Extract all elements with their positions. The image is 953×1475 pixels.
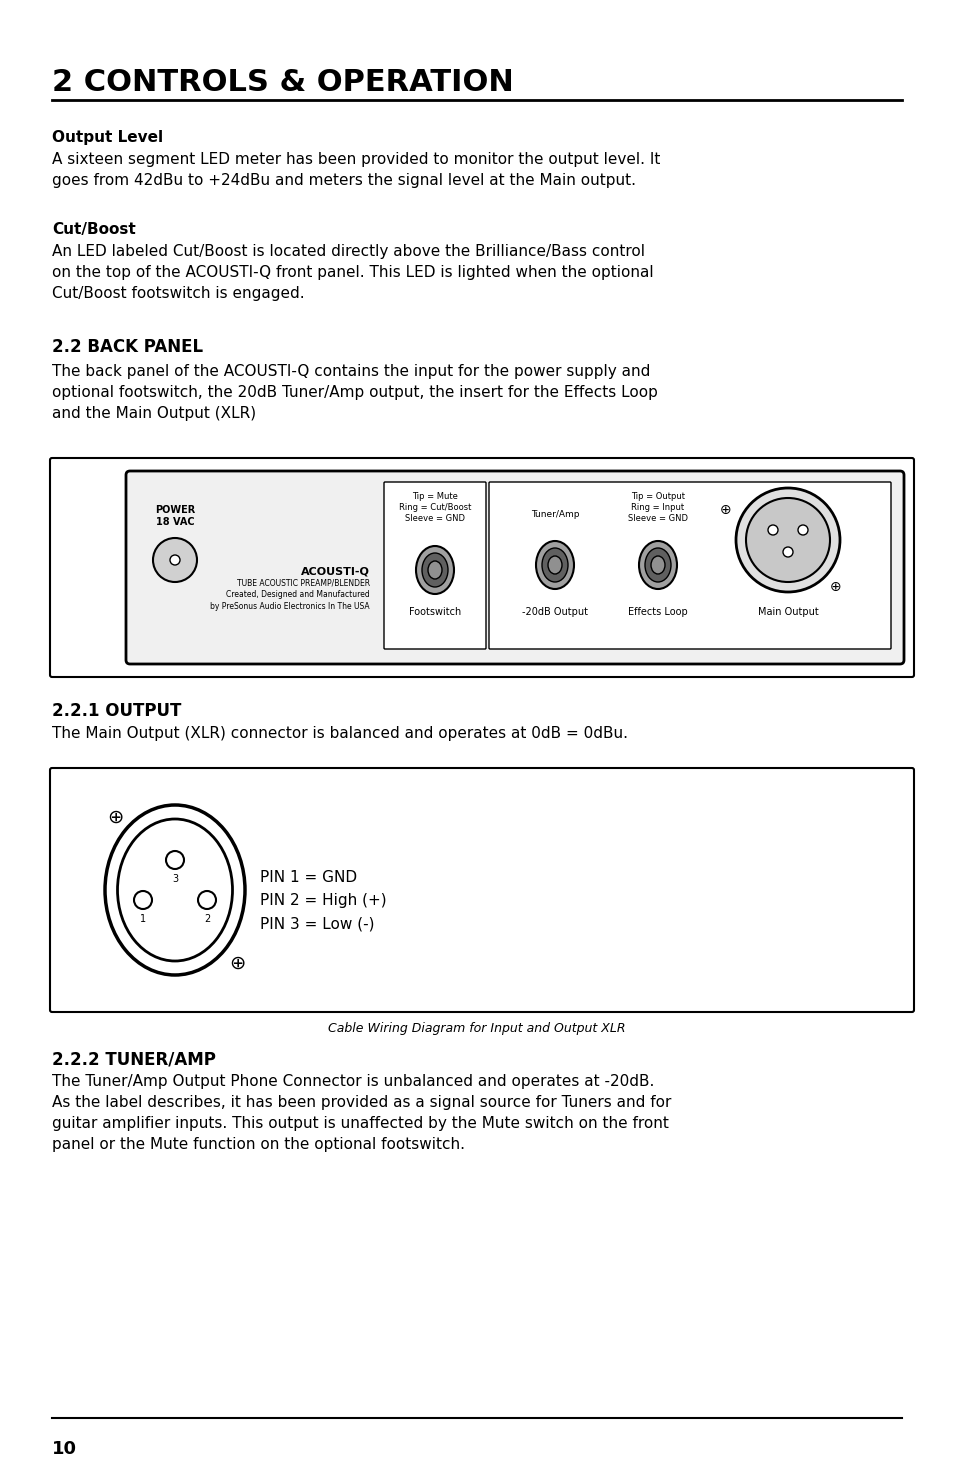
Text: Tuner/Amp: Tuner/Amp [530,510,578,519]
Circle shape [166,851,184,869]
Text: The Tuner/Amp Output Phone Connector is unbalanced and operates at -20dB.
As the: The Tuner/Amp Output Phone Connector is … [52,1074,671,1152]
Ellipse shape [428,560,441,580]
Ellipse shape [650,556,664,574]
Ellipse shape [644,549,670,583]
Text: Cable Wiring Diagram for Input and Output XLR: Cable Wiring Diagram for Input and Outpu… [328,1022,625,1035]
Circle shape [152,538,196,583]
FancyBboxPatch shape [384,482,485,649]
Text: ⊕: ⊕ [107,807,123,826]
Ellipse shape [547,556,561,574]
Text: 2: 2 [204,914,210,923]
Ellipse shape [541,549,567,583]
Text: The back panel of the ACOUSTI-Q contains the input for the power supply and
opti: The back panel of the ACOUSTI-Q contains… [52,364,658,420]
Text: ⊕: ⊕ [720,503,731,518]
Text: ACOUSTI-Q: ACOUSTI-Q [301,566,370,577]
Text: Main Output: Main Output [757,608,818,617]
Circle shape [133,891,152,909]
Circle shape [735,488,840,591]
Text: PIN 1 = GND
PIN 2 = High (+)
PIN 3 = Low (-): PIN 1 = GND PIN 2 = High (+) PIN 3 = Low… [260,870,386,932]
Circle shape [170,555,180,565]
Text: Tip = Mute
Ring = Cut/Boost
Sleeve = GND: Tip = Mute Ring = Cut/Boost Sleeve = GND [398,493,471,524]
Text: 2.2.2 TUNER/AMP: 2.2.2 TUNER/AMP [52,1050,215,1068]
Text: An LED labeled Cut/Boost is located directly above the Brilliance/Bass control
o: An LED labeled Cut/Boost is located dire… [52,243,653,301]
Circle shape [198,891,215,909]
Text: 10: 10 [52,1440,77,1457]
Text: 1: 1 [140,914,146,923]
Text: Tip = Output
Ring = Input
Sleeve = GND: Tip = Output Ring = Input Sleeve = GND [627,493,687,524]
FancyBboxPatch shape [126,471,903,664]
Ellipse shape [639,541,677,589]
Text: ⊕: ⊕ [229,953,245,972]
Text: Footswitch: Footswitch [409,608,460,617]
Ellipse shape [117,819,233,962]
Ellipse shape [536,541,574,589]
Circle shape [797,525,807,535]
Text: POWER
18 VAC: POWER 18 VAC [154,504,195,527]
Text: -20dB Output: -20dB Output [521,608,587,617]
FancyBboxPatch shape [489,482,890,649]
FancyBboxPatch shape [50,459,913,677]
Circle shape [782,547,792,558]
Text: 2 CONTROLS & OPERATION: 2 CONTROLS & OPERATION [52,68,514,97]
Ellipse shape [416,546,454,594]
Text: Output Level: Output Level [52,130,163,145]
Text: 2.2.1 OUTPUT: 2.2.1 OUTPUT [52,702,181,720]
Text: The Main Output (XLR) connector is balanced and operates at 0dB = 0dBu.: The Main Output (XLR) connector is balan… [52,726,627,740]
Text: A sixteen segment LED meter has been provided to monitor the output level. It
go: A sixteen segment LED meter has been pro… [52,152,659,187]
Circle shape [745,499,829,583]
FancyBboxPatch shape [50,768,913,1012]
Ellipse shape [105,805,245,975]
Text: 2.2 BACK PANEL: 2.2 BACK PANEL [52,338,203,355]
Text: TUBE ACOUSTIC PREAMP/BLENDER
Created, Designed and Manufactured
by PreSonus Audi: TUBE ACOUSTIC PREAMP/BLENDER Created, De… [211,578,370,611]
Text: ⊕: ⊕ [829,580,841,594]
Circle shape [767,525,778,535]
Text: Cut/Boost: Cut/Boost [52,223,135,237]
Ellipse shape [421,553,448,587]
Text: 3: 3 [172,875,178,884]
Text: Effects Loop: Effects Loop [627,608,687,617]
